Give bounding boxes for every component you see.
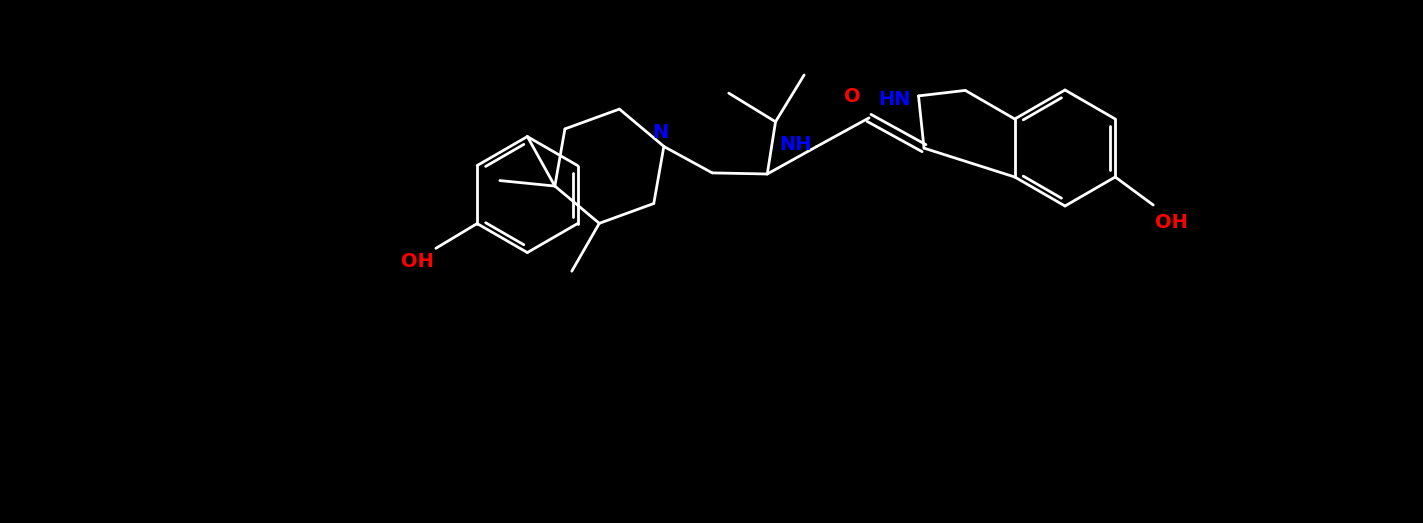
Text: HN: HN bbox=[878, 90, 911, 109]
Text: N: N bbox=[653, 122, 669, 142]
Text: OH: OH bbox=[401, 252, 434, 271]
Text: NH: NH bbox=[780, 135, 811, 154]
Text: OH: OH bbox=[1155, 213, 1188, 232]
Text: O: O bbox=[844, 87, 861, 106]
